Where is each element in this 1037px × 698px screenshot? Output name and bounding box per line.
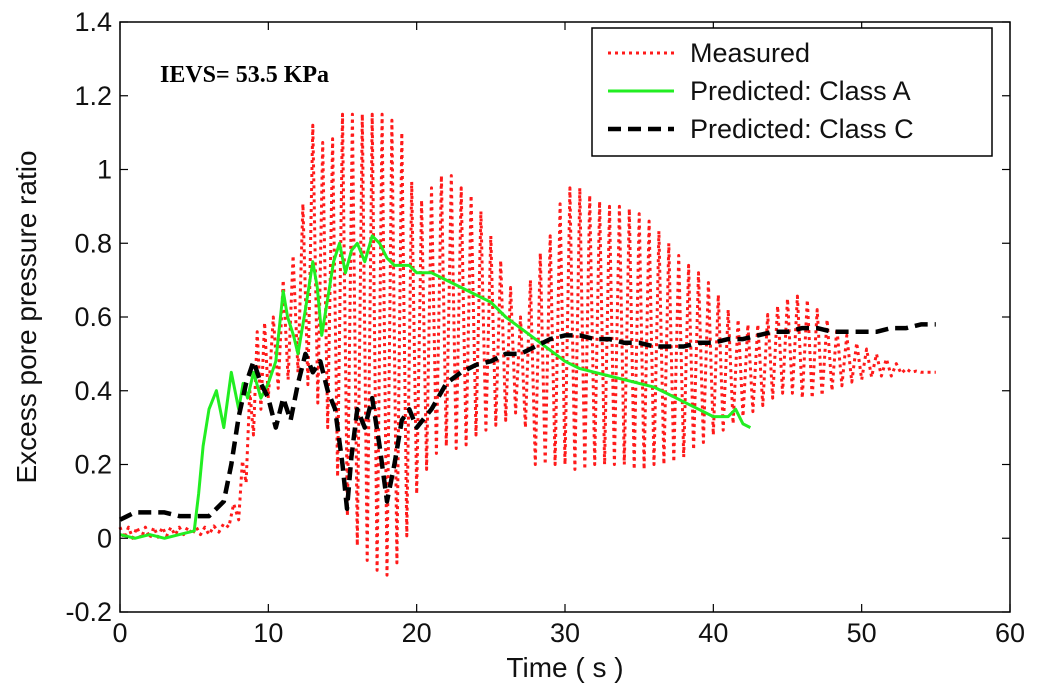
legend-label: Measured [690, 38, 810, 68]
y-tick-label: 0.4 [74, 376, 112, 406]
x-tick-label: 60 [995, 618, 1025, 648]
x-axis-label: Time ( s ) [506, 652, 623, 683]
y-tick-label: 0.8 [74, 228, 112, 258]
y-tick-label: 1.4 [74, 7, 112, 37]
x-tick-label: 10 [253, 618, 283, 648]
x-tick-label: 0 [112, 618, 127, 648]
ticks-layer: 0 10 20 30 40 50 60-0.200.20.40.60.811.21.4 [65, 7, 1025, 648]
y-tick-label: 1.2 [74, 81, 112, 111]
x-tick-label: 20 [402, 618, 432, 648]
series-line [118, 112, 936, 577]
legend: Measured Predicted: Class A Predicted: Cla… [591, 27, 993, 157]
series-layer [118, 112, 936, 577]
x-tick-label: 30 [550, 618, 580, 648]
legend-label: Predicted: Class A [690, 76, 911, 106]
legend-label: Predicted: Class C [690, 114, 914, 144]
y-tick-label: -0.2 [65, 597, 112, 627]
y-tick-label: 1 [97, 155, 112, 185]
x-tick-label: 50 [847, 618, 877, 648]
series-line [119, 234, 752, 540]
x-tick-label: 40 [698, 618, 728, 648]
y-tick-label: 0 [97, 523, 112, 553]
y-axis-label: Excess pore pressure ratio [11, 150, 42, 483]
y-tick-label: 0.6 [74, 302, 112, 332]
series-line [118, 322, 936, 522]
y-tick-label: 0.2 [74, 450, 112, 480]
ievs-annotation: IEVS= 53.5 KPa [160, 62, 329, 88]
